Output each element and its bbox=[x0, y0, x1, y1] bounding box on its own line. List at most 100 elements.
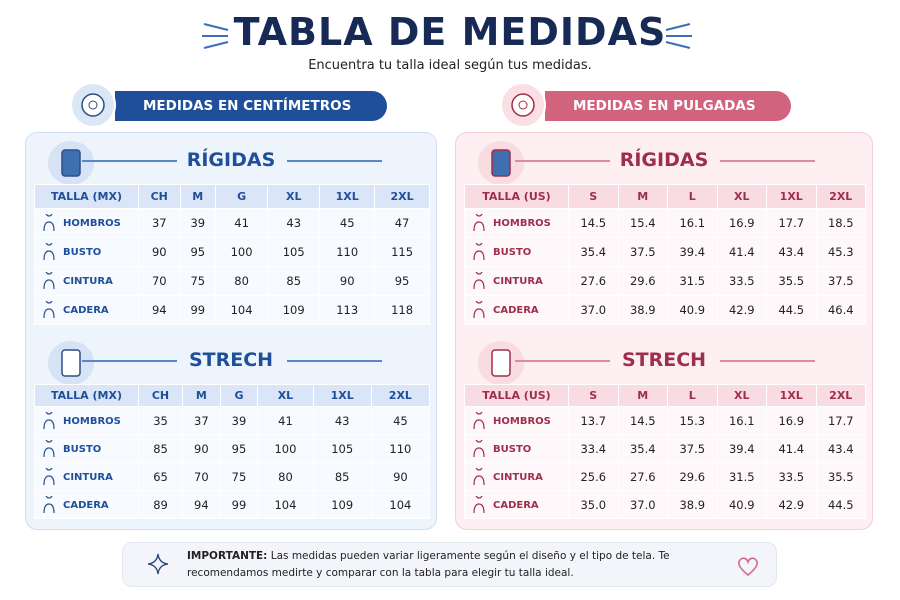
cell: 104 bbox=[370, 490, 431, 519]
body-icon bbox=[43, 238, 55, 261]
cell: 15.3 bbox=[667, 406, 718, 435]
cell: 44.5 bbox=[815, 490, 866, 519]
cell: 109 bbox=[267, 295, 321, 325]
cell: 15.4 bbox=[617, 208, 668, 238]
cell: 105 bbox=[312, 434, 372, 463]
note-text: Las medidas pueden variar ligeramente se… bbox=[187, 550, 670, 579]
cell: 95 bbox=[179, 237, 217, 267]
data-row: BUSTO 85 90 95 100 105 110 bbox=[34, 434, 431, 463]
row-label-text: BUSTO bbox=[493, 247, 532, 258]
cell: 94 bbox=[182, 490, 221, 519]
section: STRECH TALLA (US) S M L XL 1XL 2XL HOMBROS 13.7 14… bbox=[456, 341, 872, 531]
heart-icon bbox=[738, 557, 758, 577]
cell: 95 bbox=[219, 434, 259, 463]
row-label-text: CINTURA bbox=[493, 276, 543, 287]
data-row: CINTURA 27.6 29.6 31.5 33.5 35.5 37.5 bbox=[464, 266, 866, 296]
body-icon bbox=[473, 490, 485, 513]
cell: 13.7 bbox=[568, 406, 619, 435]
column-header: 2XL bbox=[815, 384, 866, 407]
column-header: 2XL bbox=[374, 184, 430, 209]
cell: 70 bbox=[182, 462, 221, 491]
cell: 35.5 bbox=[815, 462, 866, 491]
body-icon bbox=[43, 462, 55, 485]
size-table: TALLA (US) S M L XL 1XL 2XL HOMBROS 14.5 15.4 16.1… bbox=[464, 184, 866, 325]
cell: 80 bbox=[215, 266, 269, 296]
column-header: L bbox=[667, 384, 718, 407]
cell: 45 bbox=[370, 406, 431, 435]
cell: 37 bbox=[182, 406, 221, 435]
row-label-text: BUSTO bbox=[63, 247, 102, 258]
size-table: TALLA (MX) CH M G XL 1XL 2XL HOMBROS 37 39 41 43 45 4… bbox=[34, 184, 430, 325]
cell: 90 bbox=[319, 266, 376, 296]
cell: 35.5 bbox=[766, 266, 817, 296]
column-header: S bbox=[568, 384, 619, 407]
divider bbox=[82, 360, 177, 362]
cell: 25.6 bbox=[568, 462, 619, 491]
section: RÍGIDAS TALLA (US) S M L XL 1XL 2XL HOMBROS 14.5 1… bbox=[456, 141, 872, 331]
column-header: G bbox=[219, 384, 259, 407]
row-label: HOMBROS bbox=[464, 406, 569, 435]
size-table: TALLA (US) S M L XL 1XL 2XL HOMBROS 13.7 14.5 15.3… bbox=[464, 384, 866, 519]
column-header: M bbox=[617, 184, 668, 209]
section-icon bbox=[478, 141, 524, 185]
cell: 105 bbox=[267, 237, 321, 267]
data-row: HOMBROS 13.7 14.5 15.3 16.1 16.9 17.7 bbox=[464, 406, 866, 435]
data-row: HOMBROS 35 37 39 41 43 45 bbox=[34, 406, 431, 435]
tape-icon bbox=[70, 82, 116, 128]
row-label-text: CINTURA bbox=[63, 471, 113, 483]
row-label: BUSTO bbox=[34, 237, 139, 267]
row-label: CADERA bbox=[34, 295, 139, 325]
garment-icon bbox=[61, 349, 81, 377]
cell: 44.5 bbox=[766, 295, 817, 325]
data-row: HOMBROS 37 39 41 43 45 47 bbox=[34, 208, 430, 238]
cell: 100 bbox=[257, 434, 314, 463]
garment-icon bbox=[491, 349, 511, 377]
cell: 40.9 bbox=[716, 490, 767, 519]
divider bbox=[287, 160, 382, 162]
data-row: CADERA 89 94 99 104 109 104 bbox=[34, 490, 431, 519]
garment-icon bbox=[61, 149, 81, 177]
row-label-text: BUSTO bbox=[63, 443, 102, 455]
cell: 89 bbox=[137, 490, 184, 519]
body-icon bbox=[43, 490, 55, 513]
column-header: TALLA (MX) bbox=[34, 184, 139, 209]
tape-graphic bbox=[81, 93, 105, 117]
column-header: CH bbox=[137, 384, 184, 407]
row-label: CADERA bbox=[464, 490, 569, 519]
divider bbox=[720, 360, 815, 362]
row-label: HOMBROS bbox=[464, 208, 569, 238]
cell: 39.4 bbox=[667, 237, 718, 267]
data-row: CADERA 35.0 37.0 38.9 40.9 42.9 44.5 bbox=[464, 490, 866, 519]
row-label: CADERA bbox=[34, 490, 139, 519]
cell: 99 bbox=[179, 295, 217, 325]
cell: 65 bbox=[137, 462, 184, 491]
panel: RÍGIDAS TALLA (US) S M L XL 1XL 2XL HOMBROS 14.5 1… bbox=[455, 132, 873, 530]
cell: 42.9 bbox=[766, 490, 817, 519]
cell: 104 bbox=[257, 490, 314, 519]
row-label: HOMBROS bbox=[34, 208, 139, 238]
cell: 31.5 bbox=[667, 266, 718, 296]
cell: 37 bbox=[138, 208, 181, 238]
column-header: M bbox=[179, 184, 217, 209]
column-header: XL bbox=[267, 184, 321, 209]
cell: 100 bbox=[215, 237, 269, 267]
row-label: CINTURA bbox=[464, 266, 569, 296]
cell: 33.4 bbox=[568, 434, 619, 463]
cell: 41.4 bbox=[766, 434, 817, 463]
cell: 99 bbox=[219, 490, 259, 519]
cell: 35.4 bbox=[568, 237, 619, 267]
cell: 90 bbox=[182, 434, 221, 463]
cell: 16.9 bbox=[716, 208, 767, 238]
row-label: BUSTO bbox=[464, 434, 569, 463]
body-icon bbox=[43, 209, 55, 232]
cell: 85 bbox=[312, 462, 372, 491]
cell: 39 bbox=[179, 208, 217, 238]
size-table: TALLA (MX) CH M G XL 1XL 2XL HOMBROS 35 37 39 41 43 4… bbox=[34, 384, 431, 519]
column-header: 2XL bbox=[370, 384, 431, 407]
cell: 94 bbox=[138, 295, 181, 325]
row-label-text: CINTURA bbox=[63, 276, 113, 287]
cell: 90 bbox=[370, 462, 431, 491]
column-header: G bbox=[215, 184, 269, 209]
row-label-text: CADERA bbox=[493, 305, 539, 316]
